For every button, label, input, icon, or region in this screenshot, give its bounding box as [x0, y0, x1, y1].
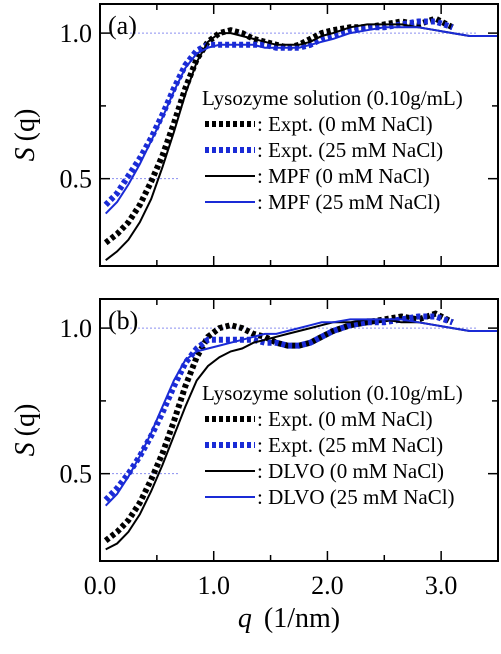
series-line-1 [103, 313, 454, 502]
y-axis-label: S (q) [10, 109, 41, 162]
plot-frame [99, 3, 499, 267]
chart-panels: 0.5 1.0 (a) S (q) Lysozyme solution (0.10g/mL… [10, 3, 499, 634]
legend-title: Lysozyme solution (0.10g/mL) [202, 86, 463, 110]
x-tick-label: 3.0 [425, 571, 458, 600]
legend-entry-1: : Expt. (25 mM NaCl) [257, 138, 443, 162]
y-tick-label: 1.0 [60, 314, 93, 343]
x-axis-label: q (1/nm) [238, 603, 340, 634]
series-line-3 [104, 318, 498, 507]
legend-title: Lysozyme solution (0.10g/mL) [202, 381, 463, 405]
y-tick-label: 1.0 [60, 19, 93, 48]
legend-entry-1: : Expt. (25 mM NaCl) [257, 433, 443, 457]
x-axis-label-unit: (1/nm) [264, 603, 340, 634]
y-tick-label: 0.5 [60, 460, 93, 489]
legend-entry-0: : Expt. (0 mM NaCl) [257, 112, 433, 136]
y-axis-label-main: S [10, 442, 41, 456]
panel-label: (a) [108, 11, 137, 40]
panel-b: 0.5 1.0 0.0 1.0 2.0 3.0 (b) S (q) Lysozyme soluti… [10, 298, 499, 634]
panel-label: (b) [108, 306, 138, 335]
panel-a: 0.5 1.0 (a) S (q) Lysozyme solution (0.10g/mL… [10, 3, 499, 267]
legend-entry-0: : Expt. (0 mM NaCl) [257, 407, 433, 431]
x-tick-label: 2.0 [311, 571, 344, 600]
x-tick-label: 0.0 [84, 571, 117, 600]
legend-entry-3: : MPF (25 mM NaCl) [257, 190, 440, 214]
plot-frame [99, 298, 499, 562]
y-axis-label: S (q) [10, 404, 41, 457]
y-tick-label: 0.5 [60, 165, 93, 194]
y-axis-label-main: S [10, 147, 41, 161]
x-tick-label: 1.0 [197, 571, 230, 600]
x-axis-label-main: q [238, 603, 252, 634]
series-line-1 [103, 18, 454, 207]
legend-entry-2: : DLVO (0 mM NaCl) [257, 459, 444, 483]
legend-entry-3: : DLVO (25 mM NaCl) [257, 485, 455, 509]
y-axis-label-arg: (q) [10, 109, 41, 142]
y-axis-label-arg: (q) [10, 404, 41, 437]
legend-entry-2: : MPF (0 mM NaCl) [257, 164, 430, 188]
series-line-3 [104, 26, 498, 215]
